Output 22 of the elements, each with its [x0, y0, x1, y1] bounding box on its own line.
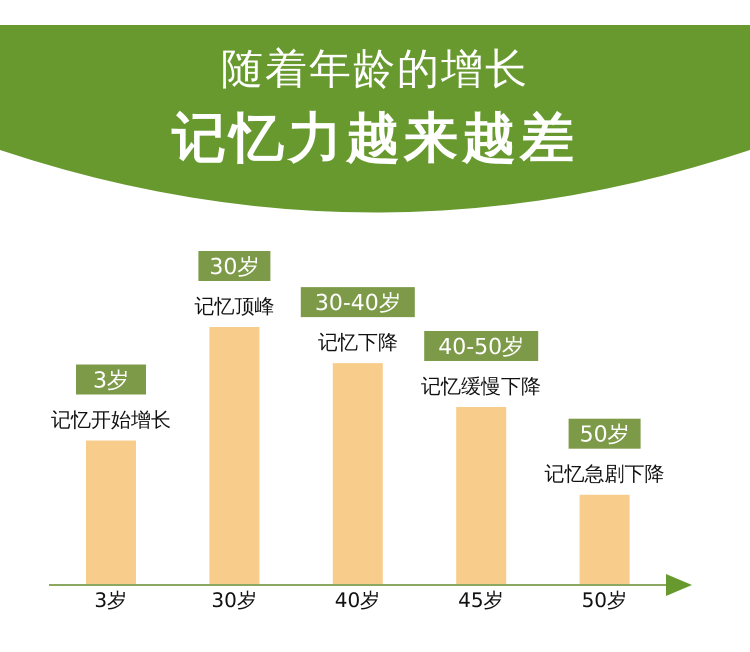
annotation: 记忆缓慢下降 [421, 374, 542, 398]
chart-title: 随着年龄的增长 [220, 44, 530, 94]
bar [86, 440, 136, 585]
text: 记忆顶峰 [194, 294, 274, 318]
bar [456, 406, 506, 585]
annotation: 40-50岁 [438, 334, 524, 360]
bar [580, 494, 630, 585]
annotation: 3岁 [93, 368, 129, 394]
bar [332, 363, 383, 585]
x-tick-label: 50岁 [582, 588, 628, 612]
annotation: 记忆下降 [318, 330, 398, 354]
bar [209, 327, 260, 585]
x-tick-label: 30岁 [211, 588, 257, 612]
annotation: 记忆开始增长 [51, 408, 171, 432]
annotation: 记忆急剧下降 [544, 462, 665, 486]
text: 30-40岁 [314, 291, 401, 316]
text: 30岁 [209, 255, 260, 280]
x-tick-label: 3岁 [94, 588, 128, 612]
chart-subtitle: 记忆力越来越差 [170, 106, 579, 170]
annotation: 50岁 [580, 422, 630, 448]
x-tick-label: 40岁 [334, 588, 380, 612]
x-tick-label: 45岁 [458, 588, 504, 612]
